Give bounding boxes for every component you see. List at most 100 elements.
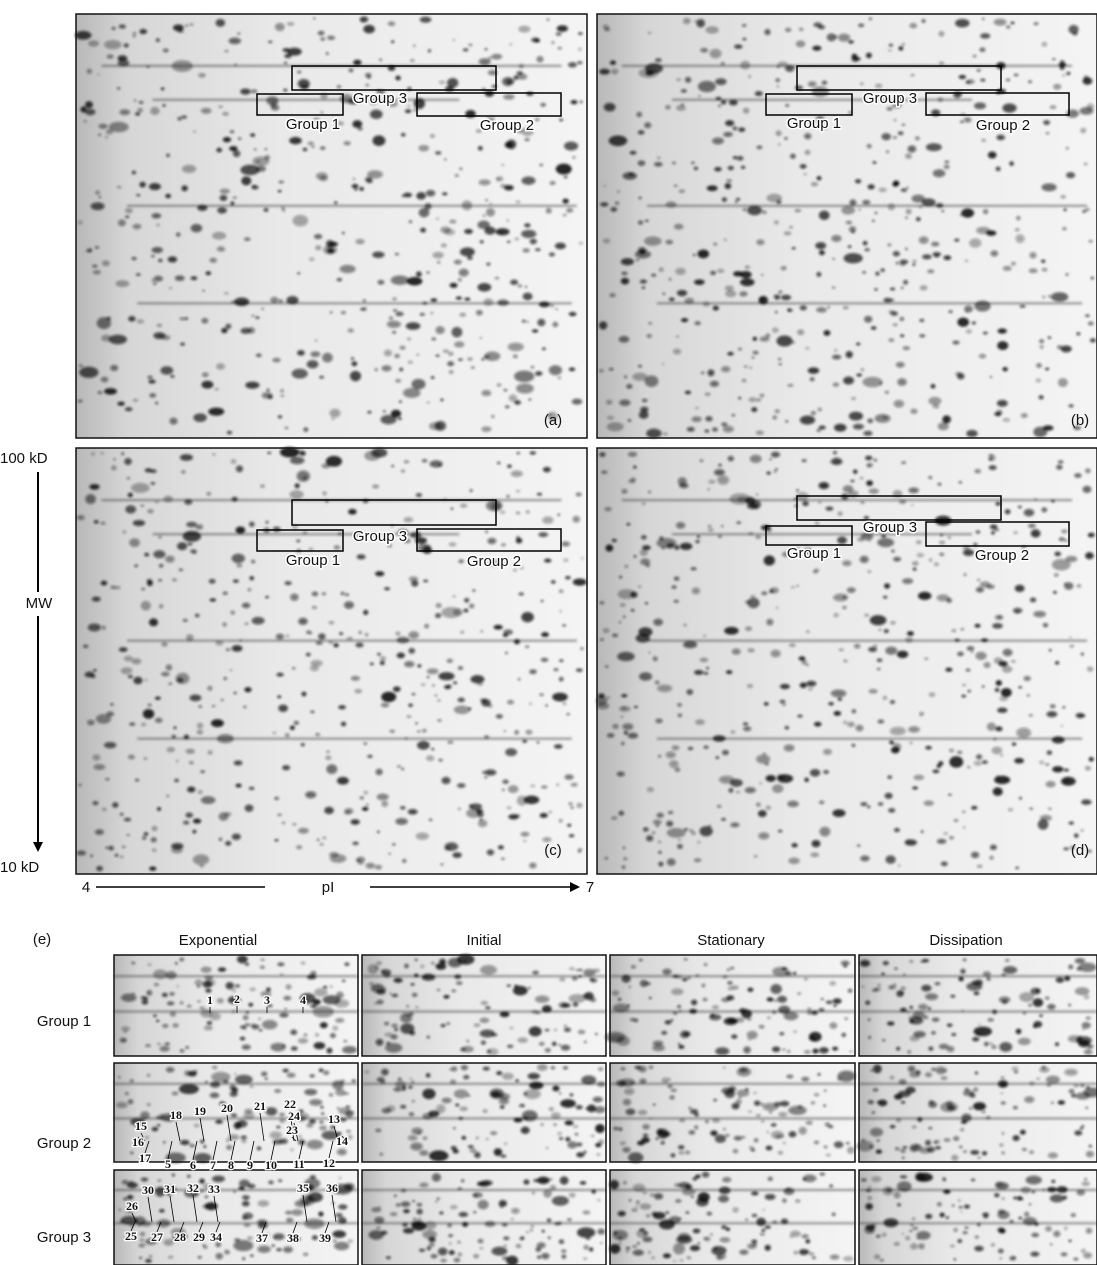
gel-spot — [181, 185, 187, 191]
gel-spot — [1086, 1228, 1092, 1234]
gel-spot — [248, 588, 251, 591]
gel-spot — [193, 830, 197, 834]
gel-band — [114, 975, 358, 977]
gel-spot — [95, 191, 99, 195]
gel-spot — [797, 329, 804, 335]
gel-spot — [402, 859, 406, 863]
gel-spot — [694, 279, 705, 285]
gel-spot — [412, 1128, 423, 1135]
gel-spot — [883, 1186, 894, 1195]
gel-spot — [399, 401, 402, 403]
gel-spot — [883, 596, 887, 599]
gel-spot — [459, 168, 462, 170]
gel-spot — [772, 327, 778, 332]
gel-spot — [151, 482, 156, 484]
gel-spot — [834, 35, 838, 38]
gel-spot — [833, 1005, 837, 1007]
gel-spot — [901, 992, 904, 994]
gel-spot — [477, 812, 484, 817]
gel-spot — [691, 567, 697, 570]
gel-spot — [571, 100, 578, 104]
gel-spot — [1029, 1203, 1031, 1205]
gel-spot — [713, 735, 726, 742]
gel-spot — [785, 726, 789, 729]
gel-spot — [442, 1098, 452, 1104]
gel-spot — [666, 201, 677, 207]
gel-spot — [1057, 345, 1063, 349]
gel-spot — [559, 1137, 563, 1140]
gel-spot — [348, 509, 357, 515]
gel-spot — [416, 192, 426, 199]
gel-spot — [158, 259, 162, 262]
gel-spot — [950, 1245, 955, 1248]
gel-spot — [91, 452, 94, 455]
gel-spot — [314, 988, 327, 996]
gel-spot — [887, 775, 892, 779]
gel-spot — [843, 306, 849, 309]
gel-spot — [642, 1124, 649, 1129]
gel-spot — [860, 960, 870, 967]
gel-spot — [542, 1230, 545, 1233]
gel-spot — [745, 626, 752, 630]
gel-spot — [937, 594, 949, 601]
gel-spot — [157, 1179, 161, 1181]
gel-spot — [1074, 1084, 1079, 1087]
gel-spot — [637, 1242, 639, 1244]
gel-spot — [101, 581, 107, 586]
gel-spot — [980, 33, 990, 38]
gel-spot — [591, 1135, 594, 1137]
gel-spot — [301, 743, 305, 746]
gel-spot — [894, 967, 897, 969]
gel-spot — [732, 1103, 740, 1109]
gel-spot — [458, 698, 465, 703]
gel-spot — [925, 1214, 932, 1219]
gel-spot — [776, 607, 778, 609]
gel-spot — [304, 1033, 307, 1036]
gel-spot — [721, 525, 724, 527]
gel-spot — [470, 489, 473, 492]
gel-spot — [292, 823, 296, 825]
gel-spot — [537, 1177, 550, 1184]
gel-spot — [971, 806, 977, 810]
gel-spot — [621, 1067, 626, 1070]
gel-spot — [231, 611, 235, 615]
gel-spot — [539, 302, 550, 308]
gel-spot — [910, 1243, 918, 1249]
gel-spot — [391, 410, 401, 418]
gel-spot — [631, 478, 635, 482]
gel-spot — [454, 974, 461, 979]
gel-spot — [1058, 460, 1064, 463]
gel-spot — [152, 849, 156, 852]
gel-spot — [490, 1131, 497, 1135]
gel-spot — [888, 49, 892, 51]
gel-spot — [889, 338, 895, 341]
gel-spot — [345, 963, 350, 966]
gel-spot — [891, 550, 895, 553]
gel-spot — [535, 371, 542, 375]
gel-spot — [748, 1038, 751, 1040]
gel-spot — [516, 383, 534, 393]
gel-spot — [577, 803, 583, 808]
gel-spot — [166, 747, 175, 752]
gel-spot — [635, 1066, 642, 1070]
gel-spot — [719, 1187, 731, 1195]
gel-spot — [725, 120, 734, 126]
gel-spot — [679, 1151, 685, 1154]
gel-spot — [810, 769, 821, 777]
gel-spot — [955, 639, 960, 642]
gel-spot — [363, 610, 368, 615]
gel-spot — [698, 95, 701, 97]
gel-spot — [532, 971, 539, 975]
gel-spot — [268, 1181, 274, 1184]
gel-spot — [1023, 1217, 1037, 1226]
gel-spot — [139, 29, 147, 34]
gel-spot — [550, 1185, 557, 1190]
gel-spot — [958, 977, 963, 982]
gel-spot — [411, 580, 418, 586]
gel-spot — [580, 101, 583, 104]
gel-spot — [352, 842, 358, 845]
gel-spot — [444, 685, 451, 689]
gel-spot — [648, 491, 651, 494]
gel-spot — [395, 253, 399, 255]
gel-spot — [199, 705, 202, 707]
